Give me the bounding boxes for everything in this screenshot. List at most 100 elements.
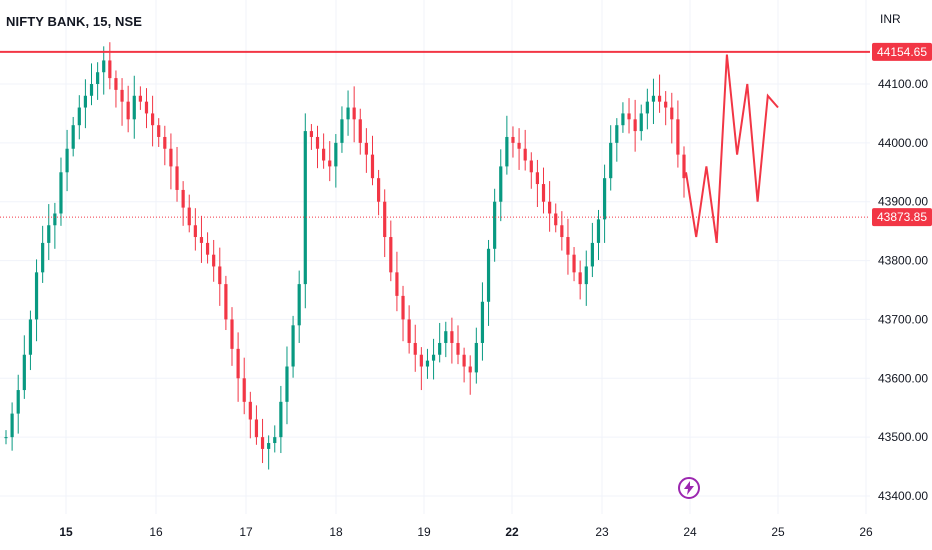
candle-body <box>480 301 485 343</box>
candle-body <box>291 325 295 367</box>
candle-body <box>639 113 643 132</box>
candle-body <box>523 148 527 161</box>
candle-body <box>511 136 515 143</box>
candle-body <box>328 160 332 167</box>
candle-body <box>529 160 533 173</box>
candle-body <box>273 437 277 444</box>
candle-body <box>572 254 576 273</box>
symbol-title: NIFTY BANK, 15, NSE <box>6 14 143 29</box>
candle-body <box>340 119 344 143</box>
candle-body <box>157 125 161 137</box>
x-tick-label: 24 <box>683 525 697 539</box>
candle-body <box>499 166 503 202</box>
candle-body <box>150 113 155 126</box>
candle-body <box>89 84 94 96</box>
candle-body <box>633 119 637 132</box>
candle-body <box>425 360 430 367</box>
candle-body <box>554 213 558 226</box>
candle-body <box>664 101 668 108</box>
price-axis[interactable]: 43400.00 43500.00 43600.00 43700.00 43800.00… <box>878 77 928 503</box>
candle-body <box>517 142 521 149</box>
candle-body <box>584 266 588 285</box>
x-tick-label: 15 <box>59 525 73 539</box>
candle-body <box>138 95 142 102</box>
current-price-price-text: 43873.85 <box>877 210 927 224</box>
candle-body <box>566 237 570 255</box>
candle-body <box>199 237 204 243</box>
candle-body <box>22 354 26 391</box>
candle-body <box>181 189 185 208</box>
currency-label: INR <box>880 12 901 26</box>
candle-body <box>578 272 582 285</box>
x-tick-label: 16 <box>149 525 163 539</box>
candle-body <box>383 201 387 238</box>
candle-body <box>248 401 252 420</box>
candle-body <box>450 331 454 343</box>
candle-body <box>407 319 411 343</box>
candle-body <box>358 119 362 143</box>
candle-body <box>47 225 51 243</box>
candle-body <box>651 95 656 102</box>
candle-body <box>4 437 8 439</box>
candle-body <box>303 131 307 285</box>
candle-body <box>108 60 112 79</box>
candle-body <box>609 142 613 179</box>
x-tick-label: 22 <box>505 525 519 539</box>
candle-body <box>120 89 124 102</box>
candle-body <box>376 178 381 202</box>
candle-body <box>419 354 423 367</box>
resistance-price-label <box>872 42 932 61</box>
candle-body <box>682 154 686 179</box>
candle-body <box>132 95 136 120</box>
candle-body <box>16 390 20 414</box>
chart-grid <box>0 0 870 514</box>
candle-body <box>468 366 472 373</box>
candle-body <box>462 354 466 367</box>
candle-body <box>236 348 240 379</box>
candle-body <box>645 101 649 114</box>
candle-body <box>102 60 106 73</box>
y-tick-label: 43600.00 <box>878 371 928 385</box>
candle-body <box>205 242 210 255</box>
candle-body <box>169 148 173 167</box>
candle-body <box>285 366 289 402</box>
x-tick-label: 23 <box>595 525 609 539</box>
candle-body <box>395 272 399 296</box>
candle-body <box>431 354 436 361</box>
candle-body <box>548 201 552 214</box>
candle-body <box>53 213 57 226</box>
candlestick-series <box>4 42 686 470</box>
candle-body <box>493 201 497 249</box>
candle-body <box>83 95 88 108</box>
candle-body <box>77 107 81 126</box>
candle-body <box>389 237 393 273</box>
projection-zigzag <box>685 54 779 244</box>
candle-body <box>627 113 631 120</box>
y-tick-label: 43700.00 <box>878 312 928 326</box>
candle-body <box>175 166 179 190</box>
lightning-glyph <box>684 481 694 495</box>
candle-body <box>65 148 69 173</box>
candle-body <box>401 295 405 320</box>
candle-body <box>352 107 356 120</box>
lightning-icon[interactable] <box>678 477 700 499</box>
candle-body <box>254 419 259 438</box>
candle-body <box>41 242 45 273</box>
time-axis[interactable]: 15 16 17 18 19 22 23 24 25 26 <box>59 525 873 539</box>
candle-body <box>114 78 118 90</box>
candle-body <box>505 136 509 167</box>
y-tick-label: 44100.00 <box>878 77 928 91</box>
candle-body <box>590 242 594 267</box>
candle-body <box>413 342 417 355</box>
candle-body <box>621 113 625 126</box>
candle-body <box>486 248 491 302</box>
candle-body <box>438 342 442 355</box>
candle-body <box>474 342 478 373</box>
candle-body <box>602 178 607 220</box>
candle-body <box>242 378 246 402</box>
candle-body <box>657 95 662 102</box>
candle-body <box>224 284 228 320</box>
candle-body <box>34 272 39 320</box>
horizontal-lines: 44154.65 43873.85 <box>0 42 932 227</box>
